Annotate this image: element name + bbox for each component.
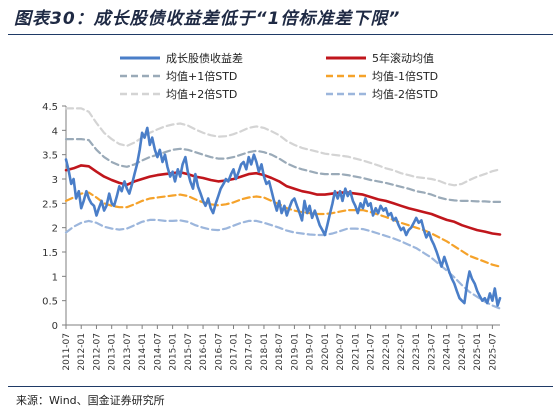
- figure-title: 图表30：成长股债收益差低于“1倍标准差下限”: [14, 9, 401, 29]
- series-line-3: [64, 191, 502, 268]
- x-tick-label: 2024-07: [458, 333, 468, 371]
- legend-label-0: 成长股债收益差: [166, 51, 243, 65]
- x-tick-label: 2018-01: [260, 333, 270, 371]
- x-tick-label: 2020-07: [336, 333, 346, 371]
- x-tick-label: 2012-01: [77, 333, 87, 371]
- x-tick-label: 2022-01: [382, 333, 392, 371]
- title-divider: [8, 34, 553, 35]
- series-line-0: [64, 126, 502, 307]
- x-tick-label: 2025-01: [473, 333, 483, 371]
- x-tick-label: 2013-07: [123, 333, 133, 371]
- x-tick-label: 2021-01: [351, 333, 361, 371]
- series-line-1: [64, 164, 502, 236]
- y-tick-label: 4: [52, 126, 58, 137]
- legend-label-2: 均值+1倍STD: [166, 69, 237, 83]
- x-tick-label: 2019-07: [306, 333, 316, 371]
- x-tick-label: 2024-01: [443, 333, 453, 371]
- y-axis: 0 0.5 1 1.5 2 2.5 3 3.5 4 4.5: [42, 102, 67, 332]
- x-axis: 2011-07 2012-01 2012-07 2013-01 2013-07 2014-…: [62, 324, 500, 371]
- series-line-4: [64, 107, 502, 187]
- y-tick-label: 1.5: [42, 248, 58, 259]
- source-divider: [8, 386, 553, 387]
- legend-label-3: 均值-1倍STD: [372, 69, 438, 83]
- y-tick-label: 1: [52, 272, 58, 283]
- x-tick-label: 2013-01: [108, 333, 118, 371]
- x-tick-label: 2014-01: [138, 333, 148, 371]
- x-tick-label: 2019-01: [290, 333, 300, 371]
- x-tick-label: 2017-01: [230, 333, 240, 371]
- x-tick-label: 2015-01: [169, 333, 179, 371]
- x-tick-label: 2017-07: [245, 333, 255, 371]
- legend-label-5: 均值-2倍STD: [372, 87, 438, 101]
- x-tick-label: 2016-07: [214, 333, 224, 371]
- series-line-2: [64, 138, 502, 203]
- source-note: 来源：Wind、国金证券研究所: [16, 394, 165, 407]
- y-tick-label: 4.5: [42, 102, 58, 113]
- x-tick-label: 2012-07: [92, 333, 102, 371]
- series-line-5: [64, 218, 502, 310]
- x-tick-label: 2025-07: [488, 333, 498, 371]
- y-tick-label: 3: [52, 175, 58, 186]
- x-tick-label: 2022-07: [397, 333, 407, 371]
- x-tick-label: 2015-07: [184, 333, 194, 371]
- y-tick-label: 2.5: [42, 199, 58, 210]
- legend-label-1: 5年滚动均值: [372, 51, 434, 65]
- x-tick-label: 2011-07: [62, 333, 72, 371]
- x-tick-label: 2023-01: [412, 333, 422, 371]
- legend-label-4: 均值+2倍STD: [166, 87, 237, 101]
- y-tick-label: 0: [52, 321, 58, 332]
- x-tick-label: 2020-01: [321, 333, 331, 371]
- y-tick-label: 2: [52, 224, 58, 235]
- x-tick-label: 2023-07: [427, 333, 437, 371]
- x-tick-label: 2014-07: [153, 333, 163, 371]
- y-tick-label: 0.5: [42, 297, 58, 308]
- x-tick-label: 2018-07: [275, 333, 285, 371]
- x-tick-label: 2016-01: [199, 333, 209, 371]
- series-layer: [64, 107, 502, 310]
- x-tick-label: 2021-07: [367, 333, 377, 371]
- y-tick-label: 3.5: [42, 151, 58, 162]
